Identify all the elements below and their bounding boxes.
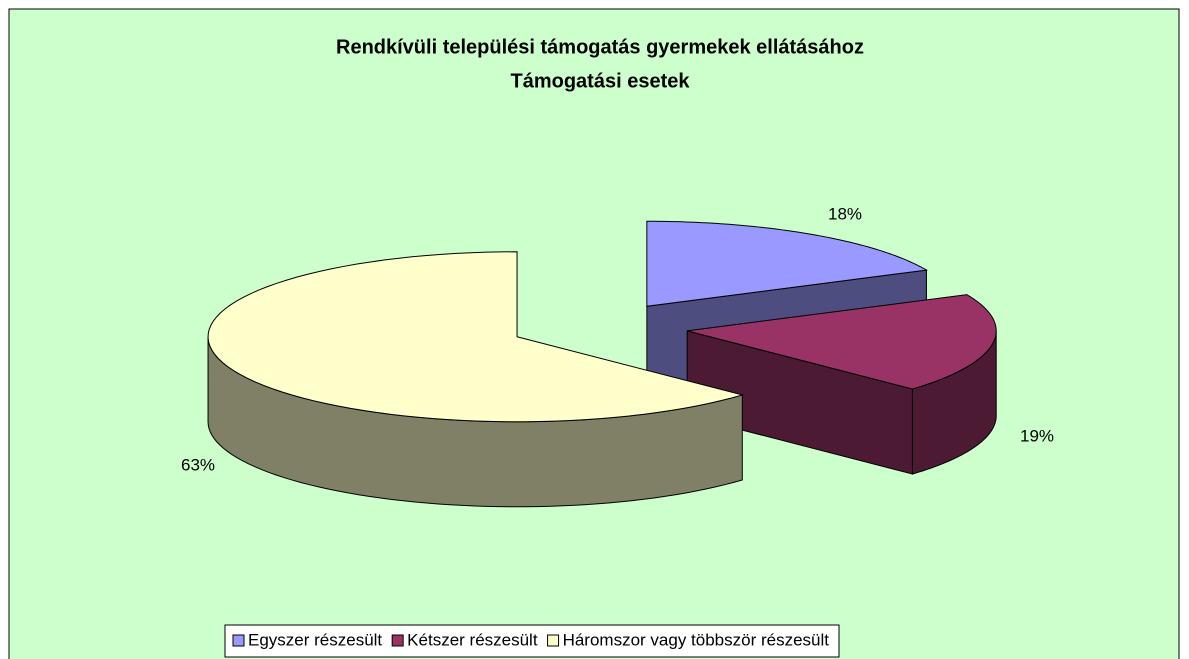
chart-title: Rendkívüli települési támogatás gyermeke… <box>336 36 864 58</box>
chart-subtitle: Támogatási esetek <box>511 70 691 92</box>
pie: 18% 19% 63% <box>181 204 1054 508</box>
slice-top <box>646 220 928 307</box>
legend-swatch <box>391 634 404 647</box>
slice-top <box>207 251 745 423</box>
data-label: 63% <box>181 455 215 474</box>
chart-area <box>8 8 1180 659</box>
data-label: 18% <box>828 204 862 223</box>
slice <box>686 294 997 475</box>
legend-swatch <box>547 634 560 647</box>
legend-label: Kétszer részesült <box>407 630 538 649</box>
data-label: 19% <box>1020 426 1054 445</box>
slice <box>207 251 745 508</box>
legend: Egyszer részesült Kétszer részesült Hároms… <box>224 624 840 658</box>
legend-label: Háromszor vagy többször részesült <box>563 630 830 649</box>
slice-top <box>687 294 997 390</box>
legend-box <box>224 624 840 658</box>
legend-swatch <box>232 634 245 647</box>
legend-label: Egyszer részesült <box>248 630 382 649</box>
